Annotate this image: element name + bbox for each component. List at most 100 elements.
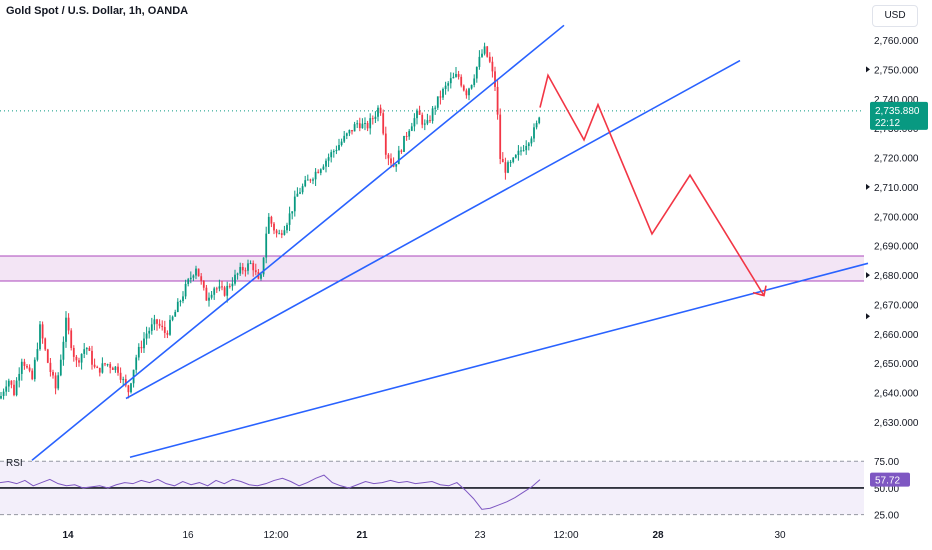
candle-body: [504, 162, 507, 173]
candle-body: [299, 192, 301, 194]
time-tick-label: 21: [356, 530, 368, 541]
candle: [247, 259, 249, 275]
candle-body: [478, 56, 481, 67]
candle-body: [7, 380, 10, 387]
time-axis[interactable]: 14 16 12:00 21 23 12:00 28 30: [62, 530, 786, 541]
candle-body: [143, 338, 145, 349]
candle-body: [72, 347, 75, 357]
candle: [78, 357, 80, 367]
price-tag-value: 2,735.880: [875, 106, 920, 117]
candle-body: [88, 348, 91, 351]
candle: [7, 378, 10, 393]
candle-body: [41, 324, 44, 339]
candle: [465, 88, 468, 99]
candle-body: [252, 263, 255, 271]
candle: [2, 388, 5, 400]
candle-body: [499, 114, 502, 159]
rsi-tick-label: 75.00: [874, 457, 899, 468]
candle: [15, 377, 18, 397]
candle-body: [395, 164, 398, 167]
candle: [88, 346, 91, 352]
candle-body: [0, 396, 2, 399]
candle: [525, 140, 528, 155]
candle: [145, 326, 148, 345]
candle: [13, 380, 15, 397]
candle-body: [273, 223, 275, 231]
candle: [106, 363, 109, 367]
candle: [265, 226, 268, 264]
candle-body: [10, 380, 13, 385]
candle: [530, 136, 533, 147]
candle: [205, 284, 208, 301]
candle-body: [122, 379, 125, 381]
candle-body: [83, 349, 86, 354]
candle: [509, 159, 512, 167]
candle: [418, 105, 421, 115]
candle: [158, 319, 161, 329]
candle: [223, 285, 226, 297]
candle: [218, 279, 221, 292]
price-tick-label: 2,670.000: [874, 300, 919, 311]
candle-body: [114, 366, 117, 370]
candle-body: [260, 274, 262, 279]
currency-button[interactable]: USD: [872, 5, 918, 27]
candle: [405, 131, 408, 141]
candle: [288, 206, 291, 232]
price-tag-countdown: 22:12: [875, 118, 900, 129]
candle-body: [322, 166, 325, 170]
candle-body: [436, 96, 439, 108]
candle-body: [150, 324, 153, 331]
candle: [384, 126, 387, 160]
candle-body: [465, 90, 468, 96]
candle-body: [377, 107, 379, 117]
candle: [36, 342, 39, 362]
candle: [130, 382, 132, 394]
time-tick-label: 23: [474, 530, 486, 541]
candle: [72, 345, 75, 362]
candle: [184, 279, 187, 300]
candle-body: [390, 158, 392, 164]
candle-body: [301, 186, 304, 193]
candle: [293, 190, 296, 217]
candle-body: [486, 46, 489, 57]
candle-body: [153, 319, 156, 325]
candle-body: [161, 325, 164, 328]
rsi-value-tag: 57.72: [870, 472, 910, 487]
candle: [312, 177, 314, 185]
candle: [345, 132, 348, 140]
candle-body: [101, 363, 104, 373]
candle: [57, 372, 60, 391]
candle: [176, 298, 179, 313]
candle-body: [179, 301, 182, 303]
candle-body: [59, 359, 62, 376]
candle-body: [62, 341, 65, 360]
candle-body: [184, 283, 187, 297]
candle: [210, 291, 213, 300]
candle: [234, 269, 236, 286]
candle-body: [158, 323, 161, 326]
price-axis[interactable]: 2,760.0002,750.0002,740.0002,730.0002,72…: [866, 36, 928, 429]
candle-body: [218, 286, 221, 289]
candle-body: [468, 88, 470, 96]
candle: [49, 358, 52, 377]
candle: [374, 111, 377, 124]
candle: [280, 229, 283, 239]
candle: [44, 337, 47, 352]
candle: [18, 367, 21, 388]
candle: [98, 367, 101, 377]
candle-body: [509, 161, 512, 163]
candle-body: [462, 85, 465, 91]
time-tick-label: 28: [652, 530, 664, 541]
candle: [153, 314, 156, 331]
candle: [166, 330, 169, 339]
candle-body: [535, 123, 538, 128]
candle: [70, 328, 73, 351]
candle: [353, 121, 356, 132]
axis-marker: [866, 313, 870, 320]
trendline-2: [125, 59, 741, 400]
rsi-line: [0, 474, 541, 510]
candle: [5, 380, 8, 396]
candle: [517, 145, 520, 161]
